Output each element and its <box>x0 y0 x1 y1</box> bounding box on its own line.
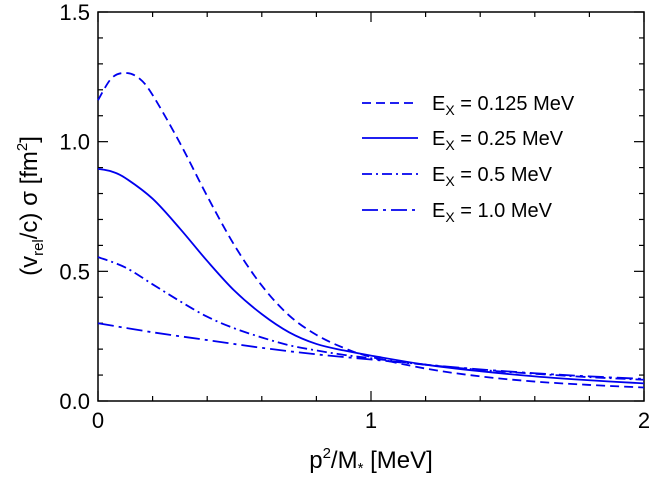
y-axis-label: (vrel/c) σ [fm2] <box>14 136 47 276</box>
plot-frame <box>97 11 645 402</box>
x-tick-label: 0 <box>92 408 104 433</box>
legend-entry: EX = 0.25 MeV <box>362 128 564 153</box>
series-line-0 <box>97 72 645 389</box>
legend-label-3: EX = 1.0 MeV <box>432 200 553 225</box>
x-axis-label: p2/M* [MeV] <box>309 445 433 477</box>
series-line-3 <box>97 322 645 380</box>
ticks <box>97 11 645 402</box>
y-tick-label: 1.0 <box>59 130 90 155</box>
legend-entry: EX = 0.125 MeV <box>362 93 575 118</box>
series-line-2 <box>97 256 645 381</box>
legend-label-1: EX = 0.25 MeV <box>432 128 564 153</box>
series-line-1 <box>97 168 645 385</box>
y-tick-label: 1.5 <box>59 0 90 25</box>
legend-entry: EX = 1.0 MeV <box>362 200 553 225</box>
series-lines <box>97 72 645 389</box>
x-tick-label: 1 <box>365 408 377 433</box>
x-tick-label: 2 <box>638 408 650 433</box>
y-tick-label: 0.5 <box>59 259 90 284</box>
legend-label-2: EX = 0.5 MeV <box>432 164 553 189</box>
legend-entry: EX = 0.5 MeV <box>362 164 553 189</box>
tick-labels: 0 1 2 0.0 0.5 1.0 1.5 <box>59 0 650 433</box>
legend-label-0: EX = 0.125 MeV <box>432 93 575 118</box>
legend: EX = 0.125 MeV EX = 0.25 MeV EX = 0.5 Me… <box>362 93 575 225</box>
y-tick-label: 0.0 <box>59 389 90 414</box>
